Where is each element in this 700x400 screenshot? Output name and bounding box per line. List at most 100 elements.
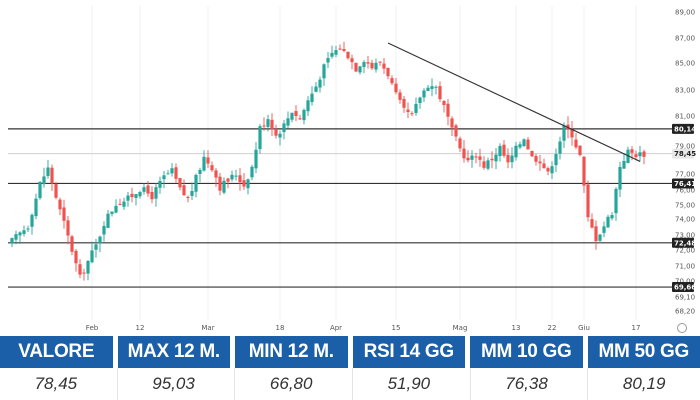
candle-body [574,139,578,148]
y-tick-label: 68,20 [675,308,695,316]
candle-body [578,145,582,156]
level-badge [672,123,694,134]
x-tick-label: Mar [201,324,214,332]
candle-body [102,225,106,235]
candle-body [198,169,202,175]
candle-body [318,79,322,88]
candle-body [26,228,30,230]
y-tick-label: 70,00 [675,278,695,286]
candle-body [442,100,446,106]
stats-header-max-12m: MAX 12 M. [117,336,230,368]
candle-body [270,119,274,130]
stats-value-valore: 78,45 [0,368,112,400]
candle-body [182,185,186,196]
level-badge [672,237,694,248]
candle-body [146,185,150,194]
candle-body [258,126,262,150]
candle-body [590,219,594,228]
candle-body [530,150,534,157]
candle-body [598,234,602,241]
candle-body [94,244,98,250]
candle-body [342,48,346,51]
candle-body [606,216,610,228]
stats-header-valore: VALORE [0,336,113,368]
candle-body [298,118,302,120]
gear-icon[interactable] [677,323,687,333]
candle-body [422,90,426,98]
stats-table: VALORE MAX 12 M. MIN 12 M. RSI 14 GG MM … [0,336,700,400]
candle-body [486,160,490,169]
candle-body [458,138,462,149]
candle-body [326,58,330,63]
candle-body [70,236,74,252]
candle-body [302,109,306,121]
candle-body [474,156,478,158]
candle-body [526,139,530,150]
candle-body [510,155,514,163]
candle-body [222,180,226,193]
candle-body [362,62,366,67]
candle-body [390,78,394,84]
candle-body [206,157,210,164]
candle-body [642,151,646,157]
candle-body [618,166,622,190]
candle-body [230,174,234,180]
candle-body [66,220,70,236]
candle-body [50,167,54,184]
candle-body [542,163,546,169]
candle-body [394,83,398,93]
y-tick-label: 73,00 [675,232,695,240]
candle-body [306,100,310,112]
y-tick-label: 69,10 [675,294,695,302]
candle-body [246,179,250,189]
stats-value-row: 78,45 95,03 66,80 51,90 76,38 80,19 [0,368,700,400]
candle-body [190,191,194,196]
candle-body [538,161,542,164]
current-price-label: 78,45 [674,150,696,158]
candle-body [218,176,222,191]
candle-body [498,145,502,157]
candle-body [174,167,178,179]
candle-body [438,86,442,100]
candle-body [586,184,590,218]
candle-body [634,154,638,158]
candle-body [210,165,214,171]
stats-value-max-12m: 95,03 [116,368,230,400]
candle-body [594,226,598,242]
y-tick-label: 72,00 [675,247,695,255]
candle-body [562,125,566,141]
y-tick-label: 77,00 [675,171,695,179]
candle-body [114,205,118,213]
stats-value-mm-10gg: 76,38 [469,368,583,400]
candle-body [166,173,170,175]
candle-body [398,92,402,100]
candle-body [514,145,518,158]
x-tick-label: Feb [86,324,99,332]
candle-body [522,139,526,147]
candle-body [118,203,122,205]
candle-body [78,264,82,275]
candle-body [478,156,482,160]
candle-body [82,272,86,274]
candle-body [614,188,618,214]
level-badge-label: 76,41 [674,180,696,188]
candle-body [350,58,354,63]
candle-body [278,133,282,138]
candle-body [22,230,26,234]
candle-body [494,154,498,162]
x-tick-label: Giu [578,324,590,332]
candle-body [554,154,558,166]
candle-body [138,192,142,197]
candle-body [130,193,134,198]
x-tick-label: 22 [548,324,557,332]
current-price-badge [672,148,694,159]
candle-body [74,250,78,264]
candle-body [46,167,50,176]
candle-body [282,123,286,133]
candle-body [274,129,278,136]
y-tick-label: 71,00 [675,263,695,271]
candle-body [386,67,390,77]
candle-body [330,52,334,57]
candle-body [410,113,414,115]
candle-body [86,260,90,274]
